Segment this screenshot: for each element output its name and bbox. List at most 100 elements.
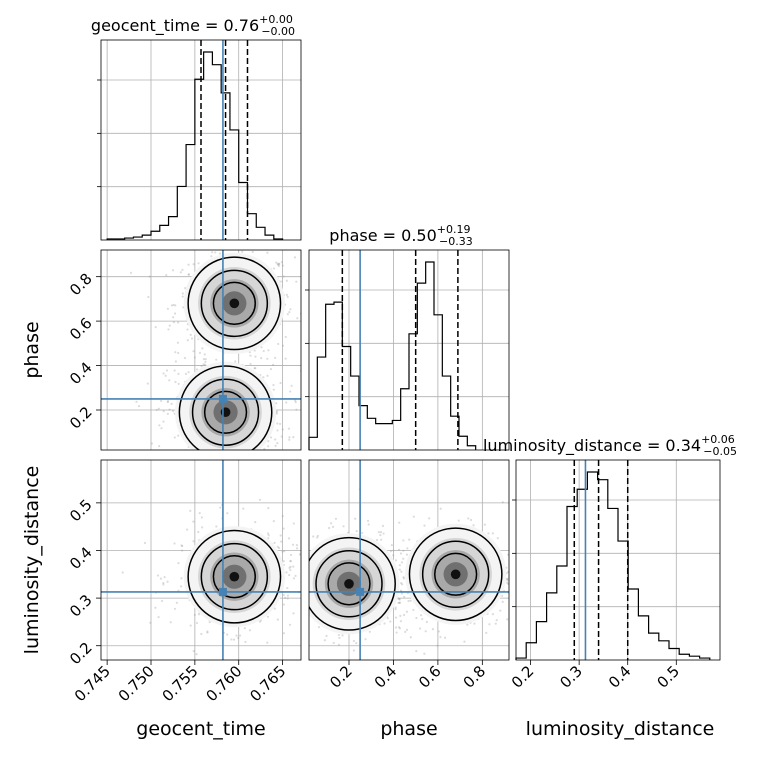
sample-point — [354, 517, 357, 520]
sample-point — [209, 480, 211, 482]
sample-point — [266, 251, 269, 254]
sample-point — [249, 453, 251, 455]
sample-point — [338, 636, 341, 639]
sample-point — [295, 408, 298, 411]
sample-point — [303, 554, 305, 556]
sample-point — [277, 546, 281, 550]
sample-point — [276, 262, 279, 265]
sample-point — [284, 357, 287, 360]
sample-point — [172, 316, 175, 319]
sample-point — [174, 360, 177, 363]
x-tick-label: 0.755 — [159, 662, 202, 705]
sample-point — [159, 399, 163, 402]
sample-point — [400, 570, 403, 573]
sample-point — [279, 534, 282, 537]
sample-point — [166, 412, 169, 415]
sample-point — [288, 436, 291, 439]
axes-frame — [515, 459, 721, 661]
sample-point — [189, 624, 192, 627]
sample-point — [291, 588, 293, 590]
sample-point — [259, 462, 261, 464]
sample-point — [171, 269, 175, 272]
sample-point — [200, 365, 203, 368]
sample-point — [267, 349, 270, 352]
sample-point — [286, 586, 289, 590]
sample-point — [415, 650, 418, 653]
histogram-luminosity-distance — [515, 471, 711, 660]
sample-point — [180, 544, 183, 547]
sample-point — [287, 537, 291, 540]
sample-point — [334, 517, 338, 520]
sample-point — [443, 636, 447, 639]
sample-point — [316, 536, 319, 539]
sample-point — [506, 578, 509, 581]
sample-point — [295, 455, 297, 457]
sample-point — [400, 581, 403, 585]
x-tick-label: 0.760 — [202, 662, 245, 705]
sample-point — [288, 573, 291, 577]
sample-point — [172, 321, 175, 324]
sample-point — [276, 263, 280, 266]
sample-point — [390, 544, 393, 547]
sample-point — [239, 634, 242, 637]
density-level — [450, 569, 461, 580]
sample-point — [219, 486, 221, 488]
sample-point — [254, 367, 257, 370]
sample-point — [318, 390, 320, 392]
sample-point — [424, 630, 427, 633]
sample-point — [289, 587, 291, 589]
sample-point — [367, 523, 370, 526]
sample-point — [158, 424, 161, 427]
sample-point — [267, 534, 270, 537]
sample-point — [279, 381, 282, 385]
sample-point — [510, 565, 512, 567]
sample-point — [181, 292, 184, 295]
histogram-phase — [308, 261, 477, 450]
sample-point — [275, 261, 278, 264]
sample-point — [280, 261, 283, 264]
sample-point — [289, 546, 291, 548]
sample-point — [263, 447, 266, 450]
sample-point — [404, 630, 407, 633]
x-tick-label: 0.8 — [460, 662, 490, 692]
sample-point — [177, 321, 180, 324]
sample-point — [412, 515, 415, 518]
sample-point — [158, 444, 161, 448]
sample-point — [219, 506, 222, 509]
x-tick-label: 0.745 — [71, 662, 114, 705]
sample-point — [501, 600, 504, 604]
sample-point — [192, 520, 195, 523]
contour-line — [309, 536, 396, 631]
sample-point — [294, 607, 296, 609]
sample-point — [189, 333, 192, 337]
sample-point — [457, 519, 460, 522]
sample-point — [225, 454, 227, 456]
truth-marker — [218, 394, 227, 403]
sample-point — [507, 582, 509, 586]
sample-point — [328, 526, 331, 530]
sample-point — [197, 530, 200, 534]
sample-point — [415, 616, 418, 620]
sample-point — [402, 539, 405, 542]
sample-point — [197, 262, 200, 265]
y-tick-label: 0.5 — [66, 496, 96, 526]
sample-point — [398, 601, 401, 604]
sample-point — [290, 384, 293, 387]
sample-point — [286, 313, 289, 316]
sample-point — [159, 577, 163, 580]
sample-point — [267, 507, 270, 510]
sample-point — [513, 582, 515, 584]
sample-point — [337, 633, 341, 637]
sample-point — [398, 627, 402, 630]
sample-point — [412, 608, 415, 612]
sample-point — [306, 598, 308, 600]
sample-point — [285, 293, 288, 296]
sample-point — [402, 549, 405, 552]
sample-point — [218, 451, 220, 453]
truth-marker — [218, 587, 227, 596]
sample-point — [392, 549, 395, 552]
sample-point — [229, 474, 231, 476]
sample-point — [355, 530, 358, 533]
sample-point — [380, 538, 383, 541]
sample-point — [402, 576, 405, 579]
